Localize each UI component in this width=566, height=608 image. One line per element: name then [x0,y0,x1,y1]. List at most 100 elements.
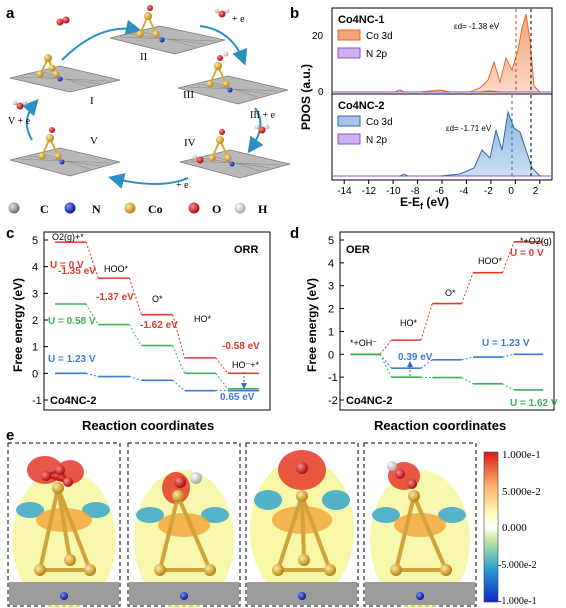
orr-plot-area: O2(g)+* HOO* O* HO* HO⁻+* U = 0 V U = 0.58 V U … [48,232,260,403]
orr-annotation-3: -0.58 eV [222,341,260,352]
pdos-ylabel: PDOS (a.u.) [299,64,313,130]
orr-step-label-0: O2(g)+* [52,232,84,242]
legend-top-co3d-label: Co 3d [366,31,393,42]
pdos-top-title: Co4NC-1 [338,14,384,26]
state-label-V: V [90,135,98,147]
oer-plot-area: *+OH⁻ HO* O* HOO* *+O2(g) U = 0 V U = 1.23 V U … [350,236,558,409]
pdos-xticks: -14 -12 -10 -8 -6 -4 -2 0 2 [337,180,541,197]
oer-xlabel: Reaction coordinates [374,418,506,433]
orr-annotation-1: -1.37 eV [96,292,134,303]
oer-frame [339,231,555,411]
pdos-bottom-ed-label: εd= -1.71 eV [446,124,492,133]
legend-top-n2p-swatch [337,47,361,59]
orr-connector-0-1 [128,277,142,315]
oer-step-label-2: O* [445,288,456,298]
slab-IV [179,129,291,179]
pdos-xtick-label: -14 [337,186,352,197]
panel-label-a: a [6,5,15,22]
state-label-I: I [90,95,94,107]
panel-label-e: e [6,427,14,444]
panel-e-charge-density: 1.000e-1 5.000e-2 0.000 -5.000e-2 -1.000… [7,442,541,608]
oer-connector-1-2 [461,356,474,361]
pdos-bottom-n2p-curve [332,173,552,177]
colorbar [483,451,499,603]
oer-connector-0-3 [502,241,515,273]
cycle-arrow-5 [22,99,39,141]
orr-ytick-label: 0 [32,368,38,380]
legend-o-atom-icon [188,202,200,214]
legend-bottom-co3d-swatch [337,115,361,127]
colorbar-tick-3: -5.000e-2 [498,560,537,571]
molecule-water-4 [12,100,28,110]
panel-label-d: d [290,225,299,242]
panel-label-c: c [6,225,14,242]
pdos-xtick-label: 2 [533,186,539,197]
oer-connector-1-3 [502,353,515,358]
pdos-xlabel: E-Ef (eV) [400,195,449,211]
cycle-arrow-1 [61,19,142,61]
orr-step-label-1: HOO* [104,264,129,274]
orr-step-label-2: O* [152,294,163,304]
panel-b-pdos: Co4NC-1 Co 3d N 2p εd= -1.38 eV Co4NC-2 … [299,7,553,211]
orr-series-label-0: U = 0 V [50,260,84,271]
oer-step-label-0: *+OH⁻ [350,338,377,348]
charge-density-box-4 [363,442,477,608]
orr-ytick-label: -1 [32,395,42,407]
orr-annotation-4: 0.65 eV [220,392,255,403]
orr-ytick-label: 4 [32,262,38,274]
oer-series-label-1: U = 1.23 V [482,338,530,349]
legend-c-atom-icon [8,202,20,214]
orr-connector-1-3 [215,373,229,390]
colorbar-tick-0: 1.000e-1 [502,449,541,461]
slab-I [9,54,121,93]
pdos-bottom-co3d-curve [332,110,552,177]
orr-series-label-2: U = 1.23 V [48,354,96,365]
state-label-II: II [140,51,148,63]
oer-series-label-0: U = 0 V [510,248,544,259]
state-label-III: III [183,89,194,101]
colorbar-tick-2: 0.000 [502,522,527,534]
atom-legend: C N Co O H [8,202,268,216]
orr-xlabel: Reaction coordinates [82,418,214,433]
oer-ytick-label: 5 [328,235,334,247]
orr-ytick-label: 5 [32,235,38,247]
pdos-top-co3d-curve [332,13,552,93]
charge-density-box-1 [7,442,121,608]
orr-annotation-2: -1.62 eV [140,320,178,331]
legend-h-label: H [258,202,268,216]
orr-yticks: -1 0 1 2 3 4 5 [32,235,48,407]
pdos-xtick-label: -4 [459,186,468,197]
legend-bottom-co3d-label: Co 3d [366,117,393,128]
legend-n-label: N [92,202,101,216]
oer-ytick-label: 3 [328,281,334,293]
oer-annotation-0: 0.39 eV [398,352,433,363]
cycle-arrow-2 [199,25,248,66]
oer-connector-0-2 [461,272,474,304]
molecule-o2-left [56,16,70,26]
oer-ytick-label: 1 [328,326,334,338]
slab-III [177,51,289,105]
colorbar-tick-1: 5.000e-2 [502,486,541,498]
pdos-xtick-label: -8 [411,186,420,197]
oer-connector-0-1 [420,303,433,341]
orr-annotation-0: -1.35 eV [58,266,96,277]
oer-ytick-label: 0 [328,349,334,361]
orr-ytick-label: 2 [32,315,38,327]
orr-step-label-4: HO⁻+* [232,360,260,370]
pdos-xtick-label: -6 [435,186,444,197]
legend-co-label: Co [148,202,163,216]
legend-top-co3d-swatch [337,29,361,41]
orr-ylabel: Free energy (eV) [11,278,25,372]
orr-title: ORR [234,244,259,256]
orr-frame [43,231,271,411]
orr-connector-2-0 [86,372,99,378]
pdos-top-n2p-curve [332,89,552,93]
charge-density-box-2 [127,442,241,608]
pdos-xtick-label: -12 [362,186,377,197]
pdos-xtick-label: -2 [484,186,493,197]
panel-a-catalytic-cycle: II [8,5,291,216]
molecule-water-2 [254,124,270,134]
step-label-1: + e [232,14,245,25]
step-label-4: V + e [8,116,31,127]
molecule-water-3 [192,154,204,164]
